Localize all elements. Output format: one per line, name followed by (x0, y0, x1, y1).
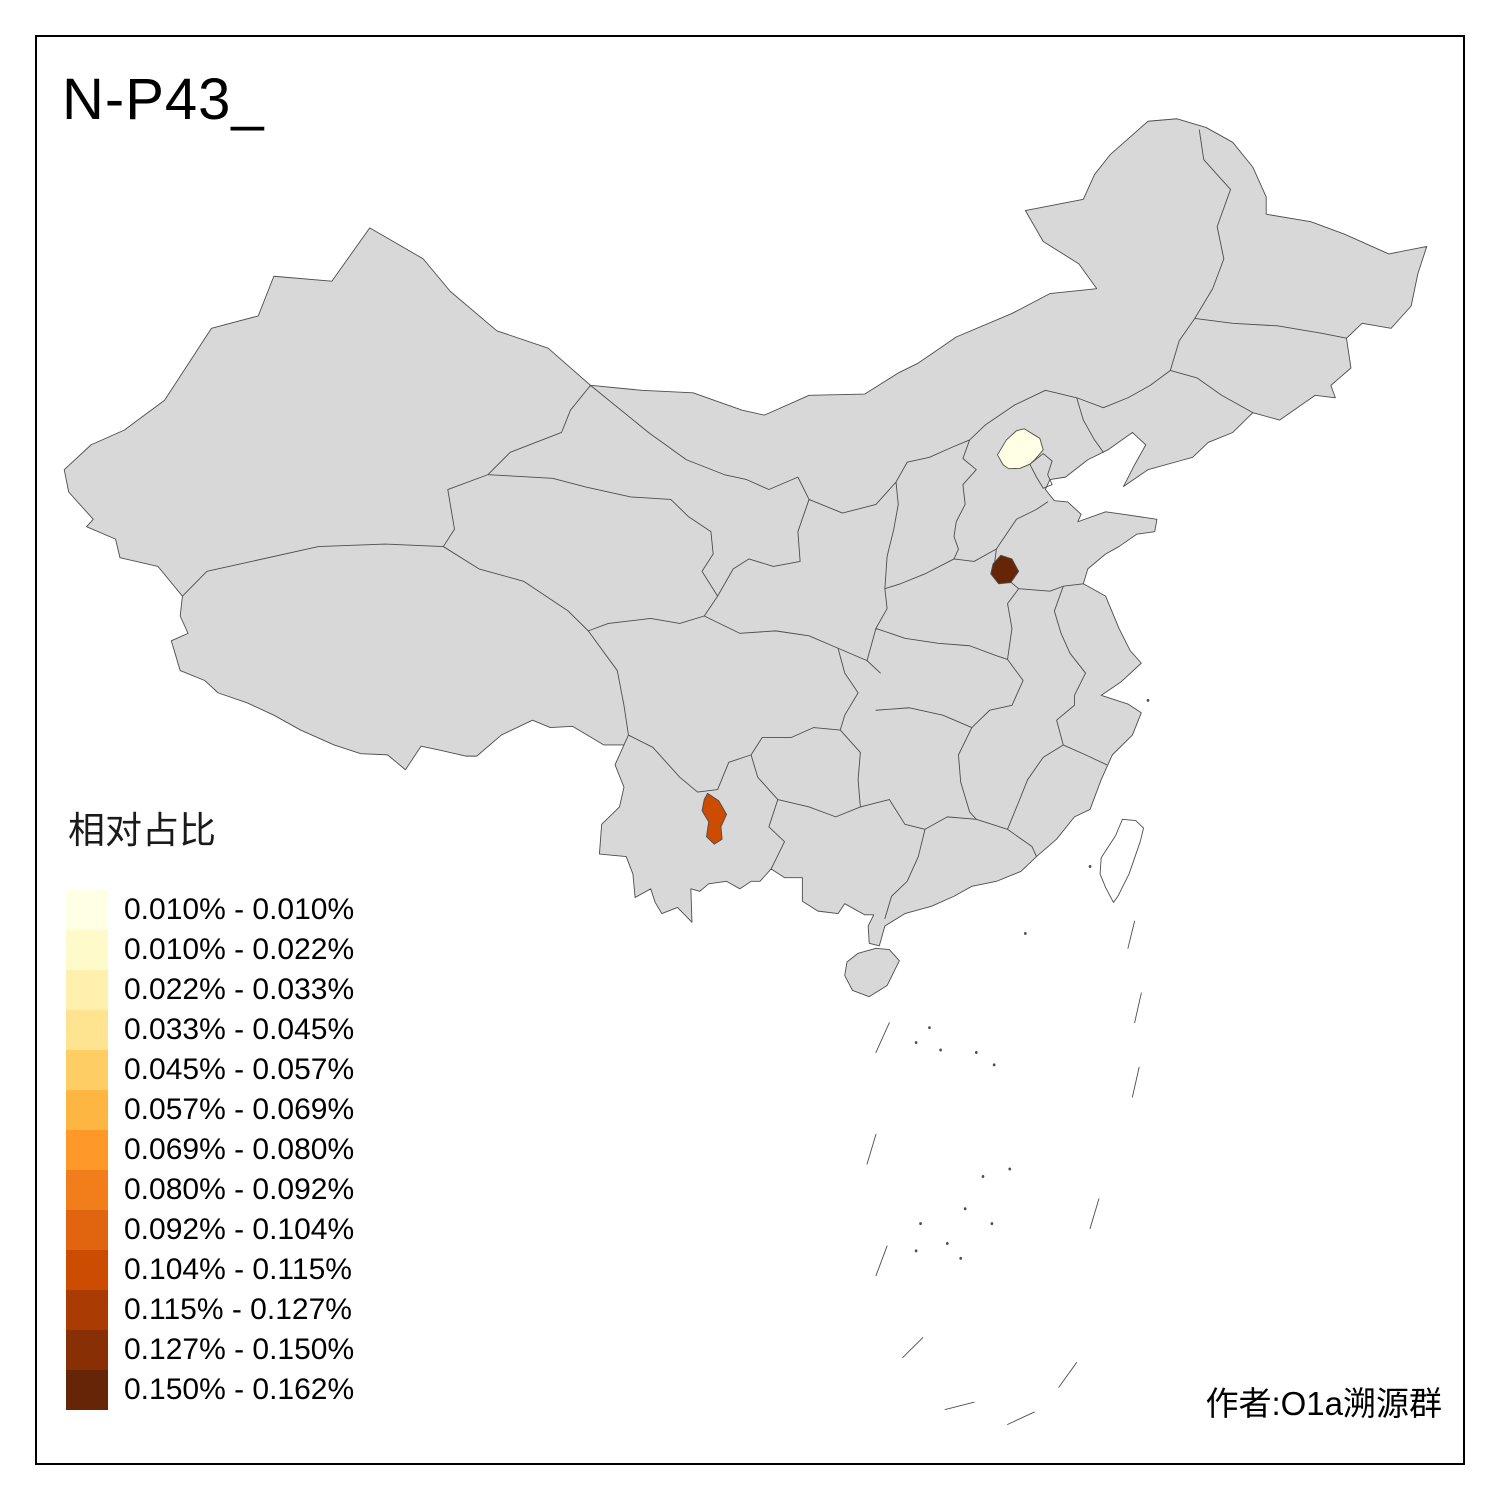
south-china-sea-islands (914, 698, 1150, 1260)
legend-range-label: 0.150% - 0.162% (124, 1373, 355, 1406)
legend-row: 0.022% - 0.033% (66, 970, 354, 1010)
legend-range-label: 0.092% - 0.104% (124, 1213, 355, 1246)
legend-range-label: 0.010% - 0.022% (124, 933, 355, 966)
legend-row: 0.057% - 0.069% (66, 1090, 354, 1130)
legend-range-label: 0.127% - 0.150% (124, 1333, 355, 1366)
plot-frame (35, 35, 1465, 1465)
legend-swatch (66, 1250, 108, 1290)
legend-row: 0.127% - 0.150% (66, 1330, 354, 1370)
legend-row: 0.150% - 0.162% (66, 1370, 354, 1410)
legend-row: 0.069% - 0.080% (66, 1130, 354, 1170)
legend-row: 0.010% - 0.010% (66, 890, 354, 930)
legend: 相对占比 0.010% - 0.010% 0.010% - 0.022% 0.0… (66, 800, 354, 1410)
legend-row: 0.092% - 0.104% (66, 1210, 354, 1250)
legend-swatch (66, 1010, 108, 1050)
central-yunnan-region (702, 793, 727, 844)
legend-row: 0.033% - 0.045% (66, 1010, 354, 1050)
legend-swatch (66, 930, 108, 970)
legend-swatch (66, 1090, 108, 1130)
legend-range-label: 0.080% - 0.092% (124, 1173, 355, 1206)
china-mainland-outline (64, 119, 1427, 946)
hainan-island (845, 948, 900, 996)
legend-range-label: 0.045% - 0.057% (124, 1053, 355, 1086)
legend-swatch (66, 970, 108, 1010)
legend-range-label: 0.115% - 0.127% (124, 1293, 352, 1326)
legend-range-label: 0.057% - 0.069% (124, 1093, 355, 1126)
legend-range-label: 0.033% - 0.045% (124, 1013, 355, 1046)
taiwan-island (1100, 819, 1143, 902)
province-borders (182, 130, 1346, 919)
legend-items: 0.010% - 0.010% 0.010% - 0.022% 0.022% -… (66, 890, 354, 1410)
legend-range-label: 0.069% - 0.080% (124, 1133, 355, 1166)
legend-swatch (66, 1170, 108, 1210)
legend-swatch (66, 1330, 108, 1370)
legend-range-label: 0.010% - 0.010% (124, 893, 355, 926)
legend-row: 0.080% - 0.092% (66, 1170, 354, 1210)
legend-row: 0.115% - 0.127% (66, 1290, 354, 1330)
legend-swatch (66, 1210, 108, 1250)
author-credit: 作者:O1a溯源群 (1205, 1385, 1442, 1422)
legend-swatch (66, 1290, 108, 1330)
legend-swatch (66, 1370, 108, 1410)
legend-swatch (66, 890, 108, 930)
legend-range-label: 0.104% - 0.115% (124, 1253, 352, 1286)
legend-title: 相对占比 (68, 810, 216, 851)
legend-range-label: 0.022% - 0.033% (124, 973, 355, 1006)
beijing-region (997, 429, 1043, 469)
legend-row: 0.104% - 0.115% (66, 1250, 354, 1290)
north-china-plain-region (991, 555, 1019, 584)
nine-dash-line (867, 921, 1141, 1424)
legend-row: 0.010% - 0.022% (66, 930, 354, 970)
plot-title: N-P43_ (62, 67, 265, 132)
legend-swatch (66, 1050, 108, 1090)
legend-row: 0.045% - 0.057% (66, 1050, 354, 1090)
legend-swatch (66, 1130, 108, 1170)
